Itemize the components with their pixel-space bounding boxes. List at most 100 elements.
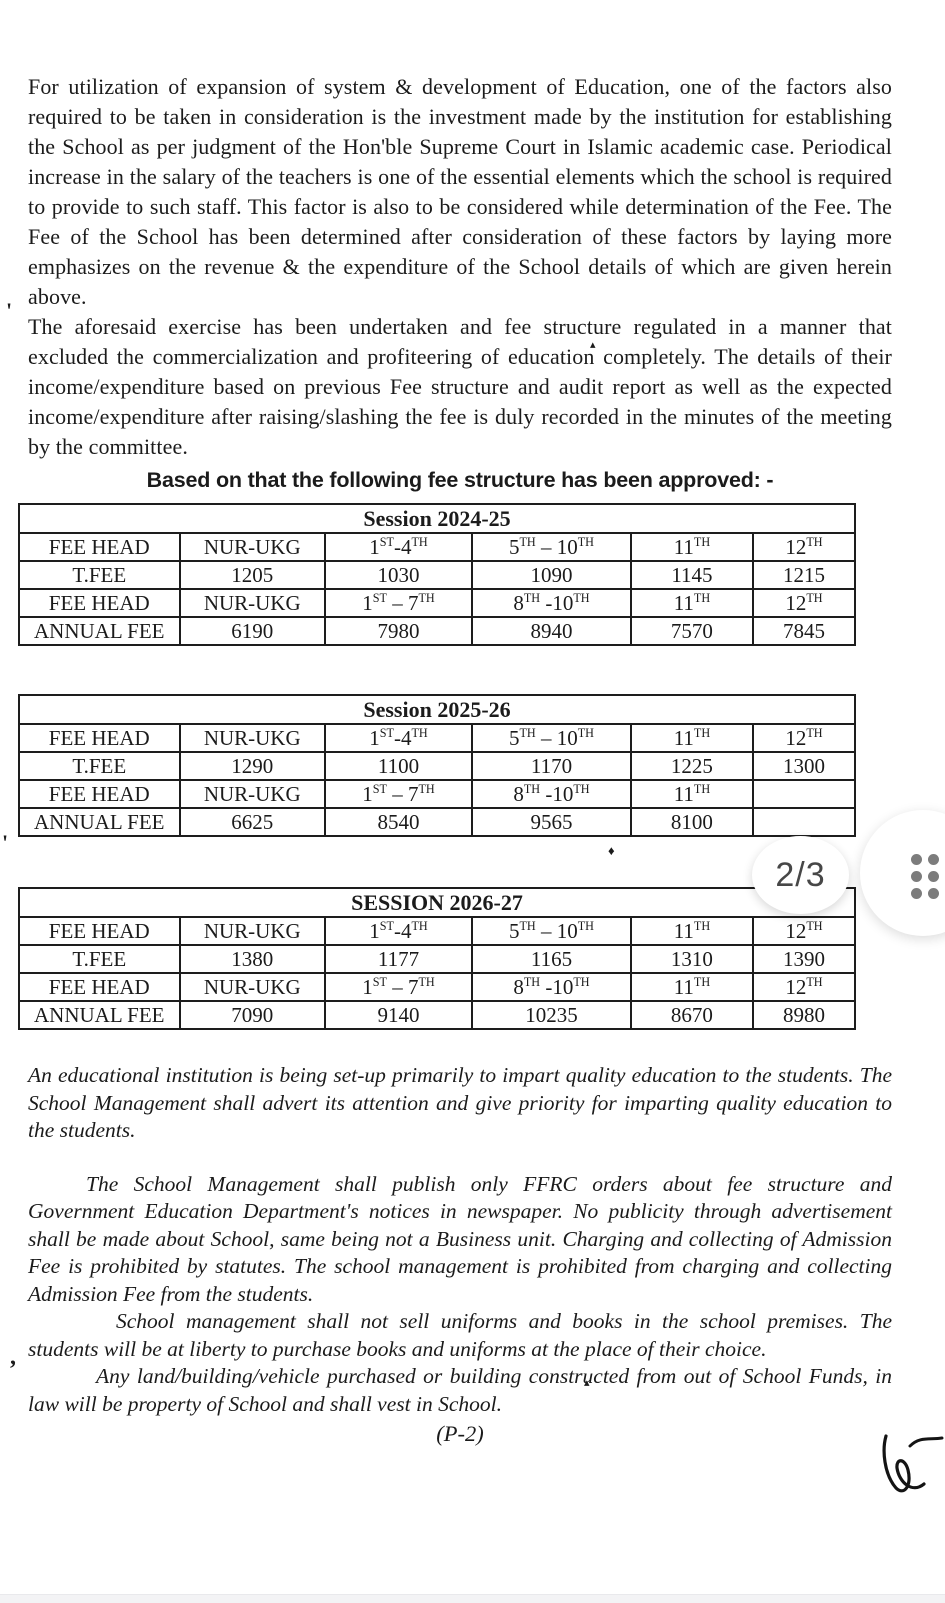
table-cell: 8670 <box>629 1000 754 1030</box>
table-cell: 1ST – 7TH <box>323 972 474 1002</box>
table-cell: 12TH <box>751 588 857 618</box>
paragraph-quality-education: An educational institution is being set-… <box>28 1063 892 1142</box>
table-cell: 1390 <box>751 944 857 974</box>
table-cell: FEE HEAD <box>18 779 181 809</box>
table-row: T.FEE 1290 1100 1170 1225 1300 <box>18 751 857 781</box>
table-cell: 1ST-4TH <box>323 916 474 946</box>
table-cell: 1170 <box>471 751 632 781</box>
table-cell: 6625 <box>178 807 326 837</box>
table-cell: 8940 <box>471 616 632 646</box>
fee-table-session-2024-25: Session 2024-25 FEE HEAD NUR-UKG 1ST-4TH 5TH… <box>18 503 857 646</box>
table-cell: 12TH <box>751 532 857 562</box>
table-cell <box>751 807 857 837</box>
table-cell: T.FEE <box>18 944 181 974</box>
table-row: FEE HEAD NUR-UKG 1ST – 7TH 8TH -10TH 11TH 12T… <box>18 972 857 1002</box>
table-cell: 8980 <box>751 1000 857 1030</box>
table-cell: 9565 <box>471 807 632 837</box>
paragraph-aforesaid-exercise: The aforesaid exercise has been undertak… <box>28 314 892 459</box>
table-cell: T.FEE <box>18 751 181 781</box>
table-row: ANNUAL FEE 6190 7980 8940 7570 7845 <box>18 616 857 646</box>
table-cell: 1380 <box>178 944 326 974</box>
table-cell: 1ST-4TH <box>323 532 474 562</box>
table-row: FEE HEAD NUR-UKG 1ST – 7TH 8TH -10TH 11TH <box>18 779 857 809</box>
table-cell: 1310 <box>629 944 754 974</box>
grid-dots-menu-icon[interactable] <box>911 854 939 899</box>
fee-table-session-2026-27: SESSION 2026-27 FEE HEAD NUR-UKG 1ST-4TH 5TH… <box>18 887 857 1030</box>
ink-mark-diamond: ♦ <box>608 843 615 858</box>
table-cell: 8TH -10TH <box>471 779 632 809</box>
table-cell: NUR-UKG <box>178 972 326 1002</box>
ink-mark-caret: ▴ <box>590 339 596 351</box>
table-cell: 1165 <box>471 944 632 974</box>
table-cell: 7845 <box>751 616 857 646</box>
table-cell: 10235 <box>471 1000 632 1030</box>
table-cell: 12TH <box>751 723 857 753</box>
table-row: T.FEE 1380 1177 1165 1310 1390 <box>18 944 857 974</box>
table-row: T.FEE 1205 1030 1090 1145 1215 <box>18 560 857 590</box>
ink-mark-caret: ▴ <box>584 1377 590 1389</box>
table-cell: FEE HEAD <box>18 532 181 562</box>
paragraph-fee-determination: For utilization of expansion of system &… <box>28 74 892 309</box>
table-cell: 11TH <box>629 916 754 946</box>
table-row: FEE HEAD NUR-UKG 1ST-4TH 5TH – 10TH 11TH 12TH <box>18 532 857 562</box>
table-cell: 1215 <box>751 560 857 590</box>
table-cell: 11TH <box>629 723 754 753</box>
table-cell: 1225 <box>629 751 754 781</box>
table-cell: T.FEE <box>18 560 181 590</box>
table-cell: NUR-UKG <box>178 588 326 618</box>
table-cell: 12TH <box>751 916 857 946</box>
table-cell: 7980 <box>323 616 474 646</box>
table-cell: 1ST-4TH <box>323 723 474 753</box>
table-cell: 5TH – 10TH <box>471 723 632 753</box>
table-cell: 6190 <box>178 616 326 646</box>
table-cell: FEE HEAD <box>18 588 181 618</box>
table-row: ANNUAL FEE 6625 8540 9565 8100 <box>18 807 857 837</box>
table-cell: 5TH – 10TH <box>471 916 632 946</box>
table-cell: 1ST – 7TH <box>323 588 474 618</box>
table-cell: 1300 <box>751 751 857 781</box>
table-cell: 11TH <box>629 588 754 618</box>
table-cell: 9140 <box>323 1000 474 1030</box>
table-cell: 8TH -10TH <box>471 588 632 618</box>
table-session-title: Session 2025-26 <box>18 694 856 725</box>
table-cell: 7090 <box>178 1000 326 1030</box>
table-cell: FEE HEAD <box>18 916 181 946</box>
table-cell: 1177 <box>323 944 474 974</box>
handwritten-squiggle-mark <box>882 1434 944 1493</box>
ink-mark-quote: ' <box>6 298 13 323</box>
table-cell: NUR-UKG <box>178 916 326 946</box>
table-cell: 7570 <box>629 616 754 646</box>
table-cell: FEE HEAD <box>18 723 181 753</box>
table-row: FEE HEAD NUR-UKG 1ST-4TH 5TH – 10TH 11TH 12TH <box>18 723 857 753</box>
table-row: FEE HEAD NUR-UKG 1ST – 7TH 8TH -10TH 11TH 12T… <box>18 588 857 618</box>
table-cell: 1100 <box>323 751 474 781</box>
table-cell: 8540 <box>323 807 474 837</box>
table-cell: 1205 <box>178 560 326 590</box>
table-cell: 8TH -10TH <box>471 972 632 1002</box>
table-cell: NUR-UKG <box>178 723 326 753</box>
paragraph-uniforms-books: School management shall not sell uniform… <box>28 1309 892 1361</box>
table-cell: ANNUAL FEE <box>18 807 181 837</box>
table-cell: 12TH <box>751 972 857 1002</box>
page-position-indicator: 2/3 <box>752 836 849 914</box>
paragraph-school-property: Any land/building/vehicle purchased or b… <box>28 1364 892 1416</box>
scanned-document-page: For utilization of expansion of system &… <box>18 72 892 1447</box>
table-cell: 1290 <box>178 751 326 781</box>
ink-mark-comma: , <box>10 1344 16 1370</box>
table-cell: FEE HEAD <box>18 972 181 1002</box>
table-cell: 1030 <box>323 560 474 590</box>
table-cell: ANNUAL FEE <box>18 616 181 646</box>
table-cell: 1145 <box>629 560 754 590</box>
resolution-notes-section: An educational institution is being set-… <box>28 1062 892 1418</box>
table-cell: ANNUAL FEE <box>18 1000 181 1030</box>
table-cell <box>751 779 857 809</box>
table-row: FEE HEAD NUR-UKG 1ST-4TH 5TH – 10TH 11TH 12TH <box>18 916 857 946</box>
table-row: ANNUAL FEE 7090 9140 10235 8670 8980 <box>18 1000 857 1030</box>
table-cell: NUR-UKG <box>178 779 326 809</box>
table-cell: NUR-UKG <box>178 532 326 562</box>
ink-mark-quote: ' <box>2 830 9 855</box>
paragraph-ffrc-publicity: The School Management shall publish only… <box>28 1171 892 1306</box>
table-cell: 11TH <box>629 532 754 562</box>
table-cell: 5TH – 10TH <box>471 532 632 562</box>
